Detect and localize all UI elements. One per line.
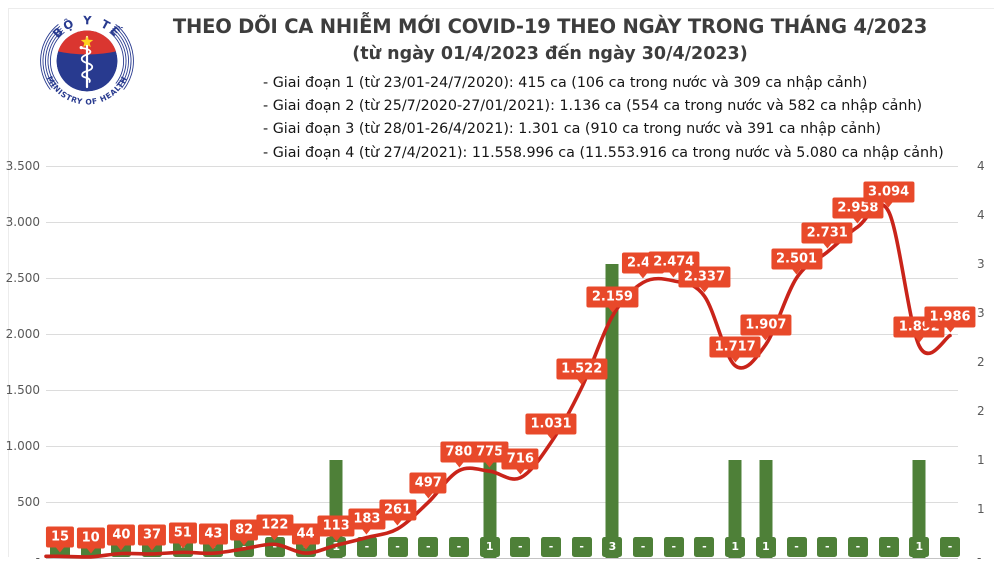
bar-value-chip: - xyxy=(510,537,531,557)
data-label: 2.731 xyxy=(801,222,853,249)
period-line-3: - Giai đoạn 3 (từ 28/01-26/4/2021): 1.30… xyxy=(263,121,881,138)
period-line-4: - Giai đoạn 4 (từ 27/4/2021): 11.558.996… xyxy=(263,144,944,161)
y-axis-label-right: 1 xyxy=(977,502,985,516)
data-label: 51 xyxy=(168,522,197,549)
y-axis-label-left: - xyxy=(35,551,40,562)
bar-value-chip: - xyxy=(847,537,868,557)
bar-value-chip: - xyxy=(264,537,285,557)
data-label: 1.717 xyxy=(709,336,761,363)
bar-value-chip: - xyxy=(541,537,562,557)
gridline xyxy=(46,390,958,391)
bar xyxy=(483,460,497,558)
data-label: 3.094 xyxy=(863,181,915,208)
x-axis-line xyxy=(46,558,958,559)
data-label: 10 xyxy=(76,527,105,554)
y-axis-label-left: 500 xyxy=(17,495,40,509)
data-label: 113 xyxy=(317,515,355,542)
data-label: 44 xyxy=(291,523,320,550)
chart-title: THEO DÕI CA NHIỄM MỚI COVID-19 THEO NGÀY… xyxy=(172,15,928,38)
bar-value-chip: - xyxy=(817,537,838,557)
bar-value-chip: - xyxy=(786,537,807,557)
y-axis-label-right: 3 xyxy=(977,257,985,271)
bar-value-chip: - xyxy=(356,537,377,557)
data-label: 2.159 xyxy=(586,286,638,313)
y-axis-label-left: 1.000 xyxy=(5,439,40,453)
data-label: 2.501 xyxy=(770,248,823,275)
data-label: 2.337 xyxy=(678,266,731,293)
data-label: 1.031 xyxy=(525,413,577,440)
logo-star-icon xyxy=(80,35,94,48)
asclepius-staff-icon xyxy=(79,35,94,89)
bar-value-chip: 1 xyxy=(755,537,776,557)
bar-value-chip: - xyxy=(571,537,592,557)
data-label: 183 xyxy=(348,508,386,534)
y-axis-label-right: - xyxy=(977,551,982,562)
chart-subtitle: (từ ngày 01/4/2023 đến ngày 30/4/2023) xyxy=(352,44,748,64)
logo-side-arcs xyxy=(40,24,134,90)
y-axis-label-right: 4 xyxy=(977,208,985,222)
data-label: 716 xyxy=(501,448,539,475)
bar-value-chip: 3 xyxy=(602,537,623,557)
period-line-1: - Giai đoạn 1 (từ 23/01-24/7/2020): 415 … xyxy=(263,75,868,91)
bar xyxy=(759,460,773,558)
data-label: 780 xyxy=(440,441,478,468)
data-label: 1.986 xyxy=(924,306,976,333)
data-label: 122 xyxy=(256,514,294,541)
data-label: 15 xyxy=(45,526,75,553)
chart-frame xyxy=(8,8,994,557)
data-label: 775 xyxy=(471,441,509,468)
bar xyxy=(912,460,926,558)
bar-value-chip: - xyxy=(448,537,469,557)
bar xyxy=(605,264,619,558)
bar-value-chip: 1 xyxy=(479,537,500,557)
ministry-of-health-logo: BỘ Y TẾ MINISTRY OF HEALTH xyxy=(40,13,134,107)
data-label: 261 xyxy=(379,499,417,526)
data-label: 82 xyxy=(230,519,259,546)
bar-value-chip: - xyxy=(633,537,654,557)
y-axis-label-right: 3 xyxy=(977,306,985,320)
gridline xyxy=(46,502,958,503)
period-annotations: - Giai đoạn 1 (từ 23/01-24/7/2020): 415 … xyxy=(263,72,944,165)
y-axis-label-right: 4 xyxy=(977,159,985,173)
bar-value-chip: - xyxy=(694,537,715,557)
y-axis-label-left: 2.500 xyxy=(5,271,40,285)
y-axis-label-right: 2 xyxy=(977,355,985,369)
bar-value-chip: 1 xyxy=(909,537,930,557)
data-label: 1.522 xyxy=(556,358,608,385)
y-axis-label-right: 2 xyxy=(977,404,985,418)
data-label: 40 xyxy=(107,524,136,551)
y-axis-label-left: 2.000 xyxy=(5,327,40,341)
bar xyxy=(728,460,742,558)
bar-value-chip: - xyxy=(940,537,960,557)
gridline xyxy=(46,166,958,167)
y-axis-label-left: 3.500 xyxy=(5,159,40,173)
bar-value-chip: - xyxy=(418,537,439,557)
data-label: 497 xyxy=(409,472,447,499)
period-line-2: - Giai đoạn 2 (từ 25/7/2020-27/01/2021):… xyxy=(263,98,923,115)
y-axis-label-left: 3.000 xyxy=(5,215,40,229)
data-label: 43 xyxy=(199,523,228,550)
data-label: 37 xyxy=(138,524,167,551)
bar-value-chip: 1 xyxy=(725,537,746,557)
bar-value-chip: - xyxy=(387,537,408,557)
gridline xyxy=(46,222,958,223)
bar-value-chip: - xyxy=(878,537,899,557)
gridline xyxy=(46,334,958,335)
bar-value-chip: - xyxy=(663,537,684,557)
data-label: 1.907 xyxy=(740,314,792,341)
y-axis-label-left: 1.500 xyxy=(5,383,40,397)
y-axis-label-right: 1 xyxy=(977,453,985,467)
gridline xyxy=(46,278,958,279)
